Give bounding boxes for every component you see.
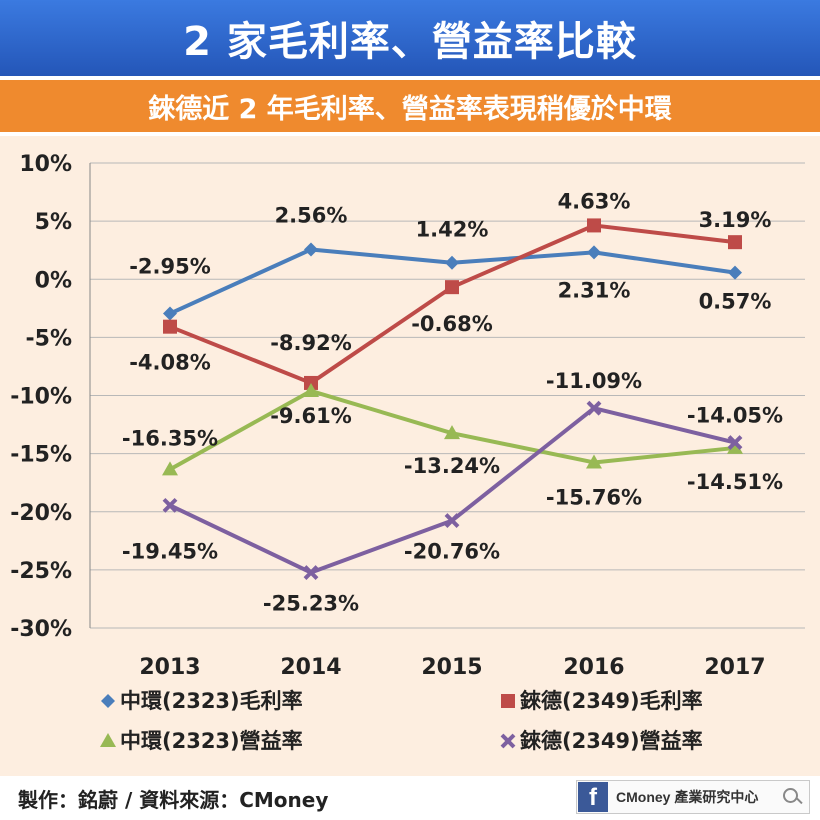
footer-credit: 製作：銘蔚 / 資料來源：CMoney [18, 788, 329, 812]
ritek-operating-margin-point [444, 513, 460, 528]
y-tick-label: -5% [26, 326, 72, 351]
data-label: -13.24% [404, 454, 500, 478]
page-subtitle: 錸德近 2 年毛利率、營益率表現稍優於中環 [0, 80, 820, 132]
zhonghuan-operating-margin-point [727, 439, 743, 454]
data-label: -15.76% [546, 485, 642, 509]
data-label: -4.08% [129, 351, 211, 375]
data-label: -16.35% [122, 426, 218, 450]
data-label: 3.19% [699, 208, 772, 232]
legend-item-zhonghuan-gross-margin: 中環(2323)毛利率 [101, 689, 303, 713]
x-tick-label: 2015 [421, 655, 482, 680]
x-tick-label: 2017 [704, 655, 765, 680]
line-chart: 10% 5% 0% -5% -10% -15% -20% -25% -30% 2013 2014 20… [10, 152, 805, 753]
zhonghuan-operating-margin-point [586, 454, 602, 469]
ritek-operating-margin-point [303, 565, 319, 580]
data-label: 2.56% [275, 203, 348, 227]
ritek-gross-margin-point [304, 375, 318, 390]
legend-label: 錸德(2349)營益率 [520, 729, 703, 753]
data-label: 2.31% [558, 278, 631, 302]
ritek-operating-margin-point [162, 497, 178, 513]
legend-label: 錸德(2349)毛利率 [520, 689, 703, 713]
legend-marker [100, 733, 116, 747]
y-tick-label: -10% [10, 385, 72, 410]
zhonghuan-operating-margin-point [444, 425, 460, 440]
zhonghuan-operating-margin-point [303, 382, 319, 397]
ritek-operating-margin-point-stroke [727, 435, 743, 450]
x-tick-label: 2013 [139, 655, 200, 680]
legend-marker-stroke [500, 733, 516, 749]
legend-marker [101, 694, 115, 708]
data-label: -20.76% [404, 540, 500, 564]
data-label: -2.95% [129, 255, 211, 279]
data-label: -8.92% [270, 331, 352, 355]
ritek-gross-margin-point [445, 280, 459, 295]
ritek-operating-margin-point-stroke [303, 565, 319, 580]
chart-panel: 10% 5% 0% -5% -10% -15% -20% -25% -30% 2013 2014 20… [0, 136, 820, 776]
facebook-icon: f [578, 782, 608, 812]
y-tick-label: 5% [35, 210, 72, 235]
legend-label: 中環(2323)營益率 [120, 729, 303, 753]
x-tick-label: 2016 [563, 655, 624, 680]
ritek-operating-margin-point [727, 435, 743, 450]
y-tick-label: 10% [19, 152, 72, 177]
data-label: -9.61% [270, 404, 352, 428]
x-tick-label: 2014 [280, 655, 341, 680]
y-tick-label: -30% [10, 617, 72, 642]
legend-item-ritek-gross-margin: 錸德(2349)毛利率 [501, 689, 703, 713]
data-label: 1.42% [416, 218, 489, 242]
y-tick-label: -15% [10, 443, 72, 468]
ritek-operating-margin-point-stroke [444, 513, 460, 528]
zhonghuan-gross-margin-point [163, 306, 177, 321]
cmoney-badge[interactable]: f CMoney 產業研究中心 [576, 780, 810, 814]
data-label: -19.45% [122, 539, 218, 563]
legend-item-zhonghuan-operating-margin: 中環(2323)營益率 [100, 729, 303, 753]
ritek-gross-margin-point [728, 235, 742, 250]
legend-marker [500, 733, 516, 749]
data-label: -25.23% [263, 592, 359, 616]
zhonghuan-gross-margin-point [304, 242, 318, 257]
badge-label: CMoney 產業研究中心 [616, 789, 759, 805]
zhonghuan-gross-margin-point [587, 245, 601, 260]
y-tick-label: 0% [35, 268, 72, 293]
legend-item-ritek-operating-margin: 錸德(2349)營益率 [500, 729, 703, 753]
ritek-gross-margin-point [587, 218, 601, 233]
data-label: -11.09% [546, 369, 642, 393]
ritek-gross-margin-point [163, 319, 177, 334]
zhonghuan-operating-margin-point [162, 461, 178, 476]
zhonghuan-gross-margin-point [445, 255, 459, 270]
data-label: -14.05% [687, 404, 783, 428]
legend-marker [501, 694, 515, 708]
data-label: 4.63% [558, 189, 631, 213]
ritek-operating-margin-point-stroke [586, 400, 602, 416]
y-tick-label: -25% [10, 559, 72, 584]
data-label: 0.57% [699, 290, 772, 314]
ritek-operating-margin-point-stroke [162, 497, 178, 513]
legend-label: 中環(2323)毛利率 [120, 689, 303, 713]
search-icon[interactable] [781, 786, 803, 808]
y-tick-label: -20% [10, 501, 72, 526]
data-label: -0.68% [411, 312, 493, 336]
page-title: 2 家毛利率、營益率比較 [0, 0, 820, 76]
ritek-operating-margin-point [586, 400, 602, 416]
data-label: -14.51% [687, 470, 783, 494]
zhonghuan-gross-margin-point [728, 265, 742, 280]
